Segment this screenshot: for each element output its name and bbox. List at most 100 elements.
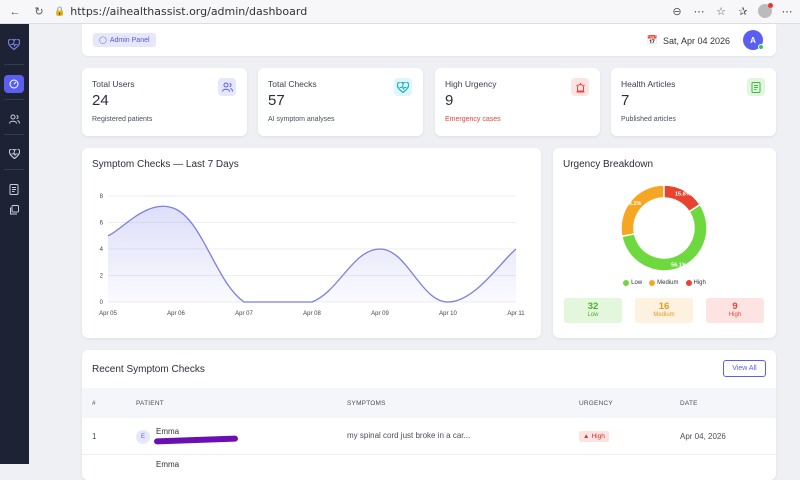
symptom-checks-line-chart: 0 2 4 6 8 Apr 05 Apr 06 Apr 07 Apr 08 Apr 09 Apr 1… — [99, 194, 525, 317]
donut-slice-medium[interactable] — [620, 184, 665, 238]
url-text: https://aihealthassist.org/admin/dashboa… — [70, 5, 308, 18]
row-number: 1 — [92, 432, 97, 441]
user-avatar[interactable]: A — [743, 30, 764, 50]
stat-value: 24 — [92, 92, 109, 109]
current-date: 📅 Sat, Apr 04 2026 — [647, 35, 730, 46]
slice-percent-label: 56.1% — [671, 263, 687, 269]
x-tick-label: Apr 05 — [99, 311, 117, 317]
stat-subtitle: Registered patients — [92, 116, 153, 123]
stat-card-health-articles: Health Articles 7 Published articles — [611, 68, 776, 136]
symptoms-text: my spinal cord just broke in a car... — [347, 431, 471, 440]
sidebar-divider — [4, 99, 24, 100]
urgency-box-medium: 16 Medium — [635, 298, 693, 323]
legend-swatch — [685, 280, 692, 286]
sidebar-item-dashboard[interactable] — [4, 75, 24, 93]
legend-item-medium[interactable]: Medium — [649, 280, 679, 286]
recent-checks-title: Recent Symptom Checks — [92, 364, 205, 375]
col-number[interactable]: # — [92, 400, 96, 407]
stat-value: 57 — [268, 92, 285, 109]
urgency-title: Urgency Breakdown — [563, 159, 654, 170]
slice-percent-label: 15.8% — [675, 191, 691, 197]
y-tick-label: 0 — [100, 300, 104, 306]
logo-heart-icon[interactable] — [4, 35, 24, 53]
y-tick-label: 6 — [100, 221, 104, 227]
users-icon — [8, 114, 20, 124]
legend-swatch — [623, 280, 630, 286]
sidebar-divider — [4, 134, 24, 135]
patient-name[interactable]: Emma — [156, 427, 180, 436]
reload-icon[interactable]: ↻ — [34, 6, 44, 18]
sidebar-divider — [4, 169, 24, 170]
col-date[interactable]: DATE — [680, 400, 698, 407]
x-tick-label: Apr 09 — [371, 311, 389, 317]
sidebar-item-articles[interactable] — [4, 180, 24, 198]
x-tick-label: Apr 08 — [303, 311, 321, 317]
urgency-box-high: 9 High — [706, 298, 764, 323]
stat-label: Total Users — [92, 79, 135, 89]
gallery-icon — [10, 205, 19, 215]
document-icon — [747, 78, 765, 96]
stat-subtitle: Published articles — [621, 116, 676, 123]
recent-checks-card: Recent Symptom Checks View All # PATIENT… — [82, 350, 776, 480]
urgency-count: 16 — [658, 301, 670, 312]
reader-icon[interactable]: ⋯ — [693, 5, 705, 18]
legend-item-low[interactable]: Low — [623, 280, 642, 286]
more-icon[interactable]: ⋯ — [781, 5, 793, 18]
urgency-box-low: 32 Low — [564, 298, 622, 323]
x-tick-label: Apr 11 — [507, 311, 525, 317]
stat-card-total-checks: Total Checks 57 AI symptom analyses — [258, 68, 423, 136]
stat-value: 7 — [621, 92, 630, 109]
stat-label: High Urgency — [445, 79, 497, 89]
urgency-box-label: Low — [587, 312, 599, 318]
view-all-button[interactable]: View All — [723, 360, 766, 377]
zoom-icon[interactable]: ⊖ — [672, 5, 682, 18]
y-tick-label: 2 — [100, 274, 104, 280]
urgency-legend: Low Medium High — [553, 280, 776, 286]
star-icon[interactable]: ☆ — [716, 5, 726, 18]
sidebar — [0, 24, 29, 464]
dashboard-icon — [9, 79, 19, 89]
sidebar-item-checks[interactable] — [4, 145, 24, 163]
legend-label: High — [693, 280, 706, 286]
patient-name[interactable]: Emma — [156, 460, 180, 469]
profile-icon[interactable] — [758, 3, 773, 18]
col-patient[interactable]: PATIENT — [136, 400, 164, 407]
table-header: # PATIENT SYMPTOMS URGENCY DATE — [82, 388, 776, 418]
favorites-icon[interactable]: ✰ — [738, 5, 748, 18]
urgency-donut-chart: 56.1% 28.1% 15.8% — [620, 184, 708, 272]
legend-swatch — [649, 280, 656, 286]
online-status-dot — [758, 44, 764, 50]
legend-label: Medium — [657, 280, 679, 286]
stat-subtitle: AI symptom analyses — [268, 116, 335, 123]
legend-item-high[interactable]: High — [685, 280, 706, 286]
col-urgency[interactable]: URGENCY — [579, 400, 613, 407]
admin-panel-badge: ◯ Admin Panel — [93, 33, 156, 47]
urgency-box-label: High — [728, 312, 742, 318]
page-header: ◯ Admin Panel 📅 Sat, Apr 04 2026 A — [82, 24, 776, 56]
sidebar-divider — [4, 64, 24, 65]
symptom-checks-chart-card: Symptom Checks — Last 7 Days 0 2 4 6 8 Apr 05… — [82, 148, 541, 338]
col-symptoms[interactable]: SYMPTOMS — [347, 400, 386, 407]
patient-avatar: E — [136, 430, 150, 444]
y-tick-label: 8 — [100, 194, 104, 200]
donut-slice-high[interactable] — [663, 184, 702, 213]
date-text: Sat, Apr 04 2026 — [662, 35, 730, 46]
series-line — [107, 205, 517, 303]
legend-label: Low — [631, 280, 643, 286]
back-icon[interactable]: ← — [9, 5, 21, 18]
stat-value: 9 — [445, 92, 454, 109]
stat-label: Health Articles — [621, 79, 676, 89]
alert-icon: ▲ — [583, 433, 590, 440]
sidebar-item-media[interactable] — [4, 201, 24, 219]
urgency-count: 9 — [732, 301, 738, 312]
row-date: Apr 04, 2026 — [680, 432, 726, 441]
alert-icon — [571, 78, 589, 96]
stat-label: Total Checks — [268, 79, 317, 89]
sidebar-item-users[interactable] — [4, 110, 24, 128]
address-bar[interactable]: 🔒 https://aihealthassist.org/admin/dashb… — [54, 5, 307, 18]
row-divider — [82, 454, 776, 455]
calendar-icon: 📅 — [646, 35, 658, 45]
document-icon — [9, 183, 19, 195]
stat-subtitle: Emergency cases — [445, 116, 501, 123]
urgency-box-label: Medium — [653, 312, 675, 318]
